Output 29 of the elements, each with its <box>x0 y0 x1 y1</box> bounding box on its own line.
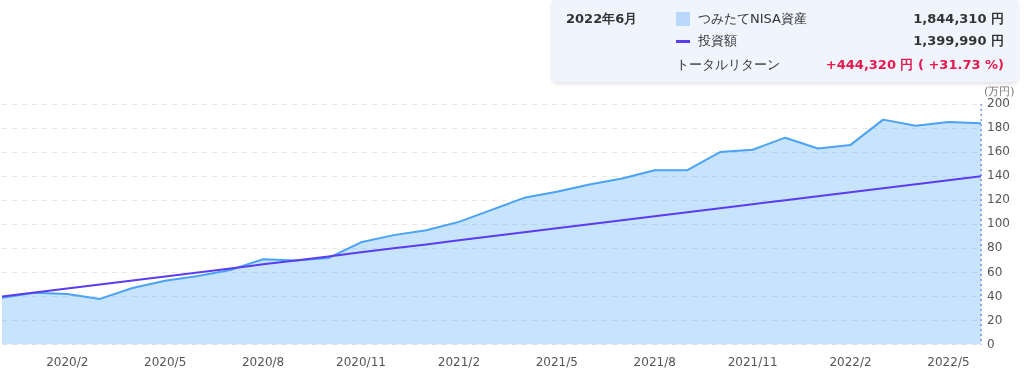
x-tick-label: 2021/8 <box>633 354 676 369</box>
y-axis-title: (万円) <box>984 84 1015 98</box>
y-tick-label: 180 <box>987 120 1010 135</box>
y-tick-label: 40 <box>987 288 1003 303</box>
text: トータルリターン <box>676 56 780 74</box>
y-tick-label: 100 <box>987 216 1010 231</box>
text: +444,320 円 ( +31.73 %) <box>825 56 1004 74</box>
x-tick-label: 2020/5 <box>144 354 187 369</box>
x-tick-label: 2021/5 <box>535 354 578 369</box>
x-tick-label: 2021/2 <box>437 354 481 369</box>
x-tick-label: 2020/11 <box>336 354 386 369</box>
y-tick-label: 120 <box>987 192 1010 207</box>
y-tick-label: 200 <box>987 96 1010 111</box>
y-tick-label: 140 <box>987 168 1010 183</box>
x-tick-label: 2021/11 <box>727 354 778 369</box>
y-tick-label: 0 <box>987 336 995 351</box>
text: 1,399,990 円 <box>913 32 1004 50</box>
x-tick-label: 2020/2 <box>46 354 89 369</box>
x-tick-label: 2022/5 <box>927 354 970 369</box>
x-tick-label: 2022/2 <box>829 354 872 369</box>
text: 1,844,310 円 <box>913 10 1004 28</box>
legend-label: 投資額 <box>698 32 737 50</box>
y-tick-label: 20 <box>987 312 1003 327</box>
y-tick-label: 160 <box>987 144 1010 159</box>
text: 2022年6月 <box>566 10 638 28</box>
legend-label: つみたてNISA資産 <box>698 10 807 28</box>
x-tick-label: 2020/8 <box>241 354 285 369</box>
y-tick-label: 80 <box>987 240 1003 255</box>
y-tick-label: 60 <box>987 264 1003 279</box>
